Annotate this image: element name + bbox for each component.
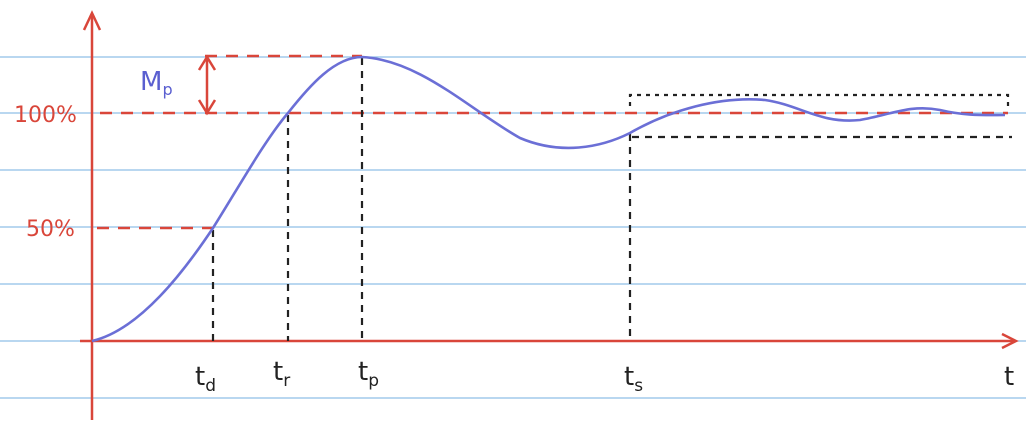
overshoot-arrow <box>199 57 215 113</box>
reference-dashes <box>97 56 1008 228</box>
time-markers <box>213 58 1012 341</box>
full-label: 100% <box>14 103 77 128</box>
delay-time-label: td <box>195 362 216 396</box>
notebook-lines <box>0 57 1026 398</box>
peak-time-label: tp <box>358 357 379 391</box>
x-axis-label: t <box>1004 362 1014 392</box>
rise-time-label: tr <box>273 357 290 391</box>
diagram: Mp 100% 50% td tr tp ts t <box>0 0 1026 428</box>
overshoot-label: Mp <box>140 67 173 99</box>
response-curve <box>92 57 1005 341</box>
settling-time-label: ts <box>624 362 643 396</box>
half-label: 50% <box>26 217 75 242</box>
